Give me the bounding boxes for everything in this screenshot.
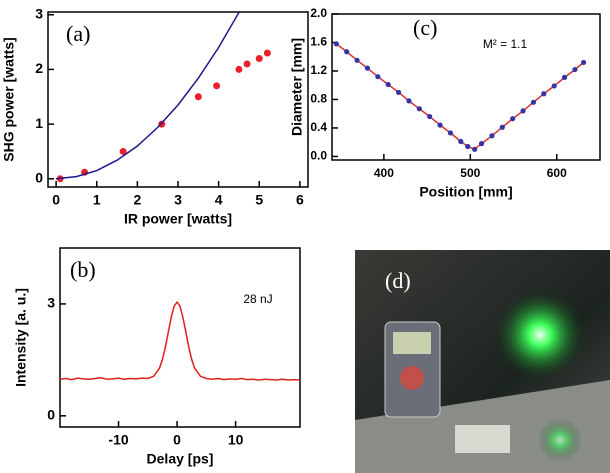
data-point <box>580 59 587 66</box>
meter-screen <box>393 332 431 354</box>
data-point <box>447 130 454 136</box>
data-point <box>416 106 422 112</box>
x-tick-label: 600 <box>547 166 567 180</box>
annotation: 28 nJ <box>243 292 272 306</box>
data-point <box>551 83 557 89</box>
x-tick-label: 0 <box>173 432 181 448</box>
green-scatter <box>538 418 582 462</box>
x-tick-label: 10 <box>228 432 244 448</box>
y-tick-label: 1.2 <box>310 63 327 77</box>
data-point <box>243 60 251 68</box>
x-tick-label: 5 <box>255 192 263 208</box>
annotation: M² = 1.1 <box>483 37 528 51</box>
y-tick-label: 1.6 <box>310 35 327 49</box>
y-tick-label: 2.0 <box>310 6 327 20</box>
y-tick-label: 0 <box>35 170 43 186</box>
data-point <box>427 113 433 120</box>
y-tick-label: 0 <box>47 407 55 423</box>
data-point <box>213 82 221 90</box>
y-tick-label: 0.4 <box>310 120 327 134</box>
x-axis-title: IR power [watts] <box>124 211 232 227</box>
x-tick-label: -10 <box>108 432 128 448</box>
x-tick-label: 4 <box>215 192 223 208</box>
data-point <box>255 54 263 62</box>
panel-label: (c) <box>413 15 437 40</box>
data-point <box>263 49 271 57</box>
y-tick-label: 0.8 <box>310 92 327 106</box>
data-point <box>333 41 339 47</box>
data-point <box>235 65 243 73</box>
data-point <box>499 124 505 130</box>
x-tick-label: 0 <box>52 192 60 208</box>
panel: 400 500 600 0.0 0.4 0.8 1.2 1.6 2.0 Position [mm]… <box>289 6 601 200</box>
data-point <box>344 49 350 55</box>
data-line <box>59 300 301 381</box>
x-tick-label: 400 <box>374 166 394 180</box>
y-tick-label: 3 <box>47 295 55 311</box>
data-line <box>335 43 585 151</box>
y-tick-label: 3 <box>35 5 43 21</box>
x-tick-label: 1 <box>93 192 101 208</box>
data-point <box>395 89 402 95</box>
data-point <box>194 93 202 101</box>
x-tick-label: 3 <box>174 192 182 208</box>
y-axis-title: Diameter [mm] <box>289 38 305 136</box>
data-point <box>375 74 381 80</box>
y-axis-title: SHG power [watts] <box>1 37 17 161</box>
panel: -10 0 10 0 3 Delay [ps] Intensity [a. u.] (b) 28… <box>13 247 301 467</box>
data-point <box>437 122 443 128</box>
x-axis-title: Delay [ps] <box>147 451 214 467</box>
data-point <box>465 143 471 150</box>
x-tick-label: 500 <box>460 166 480 180</box>
plot-frame <box>331 13 601 161</box>
green-beam <box>495 290 585 380</box>
data-line <box>56 12 240 180</box>
plot-frame <box>59 247 301 428</box>
y-tick-label: 1 <box>35 115 43 131</box>
data-point <box>364 65 371 71</box>
data-point <box>572 66 578 73</box>
panel: 0 1 2 3 4 5 6 0 1 2 3 IR power [watts] SHG power [wa… <box>1 5 309 227</box>
meter-buttons <box>400 366 424 390</box>
x-tick-label: 2 <box>133 192 141 208</box>
controller-box <box>455 425 510 453</box>
data-point <box>510 116 516 122</box>
data-point <box>119 147 127 155</box>
data-point <box>561 74 568 80</box>
x-tick-label: 6 <box>296 192 304 208</box>
data-point <box>489 133 495 139</box>
data-point <box>472 146 478 152</box>
x-axis-title: Position [mm] <box>419 184 512 200</box>
data-point <box>520 108 526 114</box>
y-tick-label: 0.0 <box>310 149 327 163</box>
data-point <box>354 57 360 63</box>
data-point <box>385 81 391 88</box>
y-tick-label: 2 <box>35 60 43 76</box>
data-point <box>458 138 464 145</box>
panel-label: (b) <box>70 257 96 282</box>
data-point <box>478 141 485 147</box>
photo: (d) <box>355 250 610 473</box>
y-axis-title: Intensity [a. u.] <box>13 288 29 387</box>
panel-label: (a) <box>66 21 90 46</box>
data-point <box>530 99 537 105</box>
data-point <box>406 98 412 104</box>
panel-label: (d) <box>385 268 411 293</box>
data-point <box>541 91 547 97</box>
